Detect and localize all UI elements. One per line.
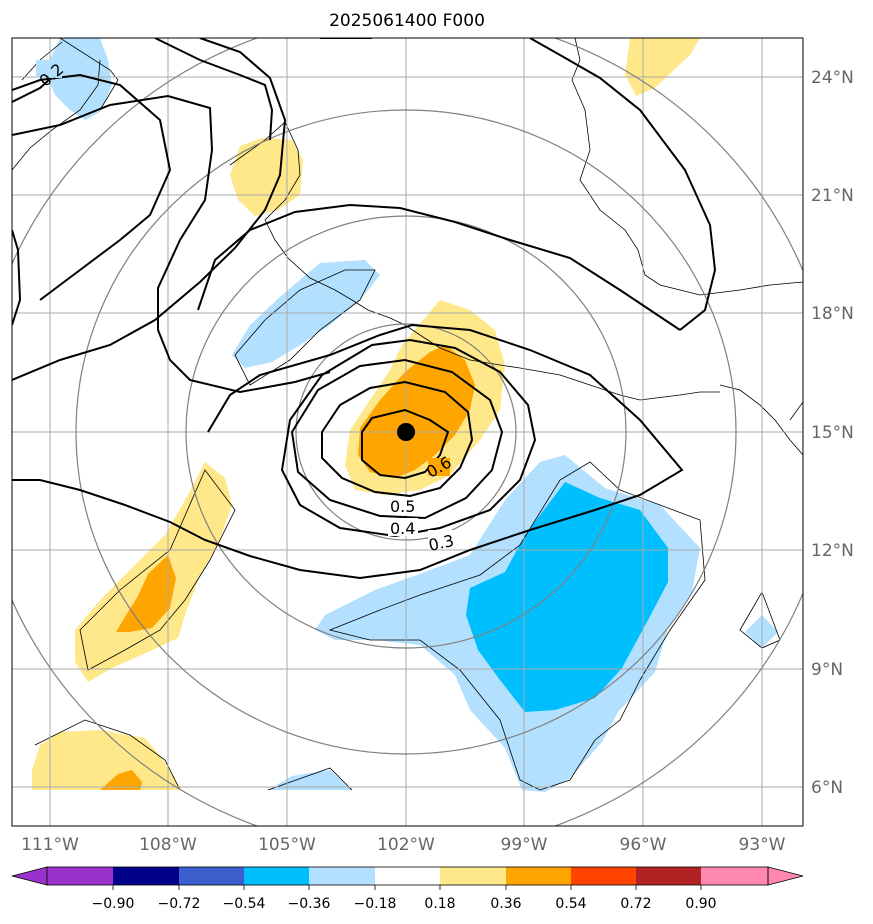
- contour-lines: [12, 38, 717, 580]
- lon-label-99W: 99°W: [501, 835, 548, 855]
- contour-0.2: [12, 323, 684, 580]
- contour-0.5: [321, 380, 474, 498]
- colorbar-bin-7: [440, 867, 506, 885]
- colorbar-bin-10: [636, 867, 701, 885]
- neg-shade-upper-center: [232, 260, 380, 368]
- range-ring-1: [295, 323, 517, 541]
- lon-label-96W: 96°W: [620, 835, 667, 855]
- contour-label-0.3: 0.3: [427, 531, 456, 555]
- contour-label-0.4: 0.4: [390, 519, 415, 538]
- colorbar-tick-label-10: 0.90: [685, 896, 716, 912]
- colorbar-tick-label-6: 0.18: [424, 896, 455, 912]
- lat-axis: 24°N 21°N 18°N 15°N 12°N 9°N 6°N: [811, 68, 854, 798]
- contour-0.6: [361, 408, 450, 480]
- colorbar-tick-label-2: −0.72: [158, 896, 201, 912]
- storm-center-marker: [397, 423, 415, 441]
- lat-label-9N: 9°N: [811, 660, 843, 680]
- colorbar-frame: [46, 866, 769, 886]
- map-area: 0.6 0.5 0.4 0.3 0.2: [12, 38, 803, 826]
- range-ring-2: [185, 215, 627, 649]
- colorbar-tick-label-7: 0.36: [490, 896, 521, 912]
- colorbar-extend-low: [11, 866, 48, 886]
- colorbar-bin-4: [244, 867, 309, 885]
- map-frame: [11, 37, 804, 827]
- colorbar-tick-label-8: 0.54: [555, 896, 586, 912]
- pos-core-west: [116, 555, 176, 632]
- contour-outline-southwest: [34, 719, 181, 791]
- lon-label-105W: 105°W: [258, 835, 316, 855]
- colorbar-bin-1: [47, 867, 113, 885]
- lat-label-21N: 21°N: [811, 186, 854, 206]
- contour-0.3: [280, 338, 537, 538]
- colorbar-tick-label-1: −0.90: [92, 896, 135, 912]
- lon-label-93W: 93°W: [739, 835, 786, 855]
- colorbar-bin-3: [179, 867, 244, 885]
- map-title: 2025061400 F000: [329, 11, 485, 31]
- colorbar-tick-label-9: 0.72: [620, 896, 651, 912]
- lat-label-18N: 18°N: [811, 304, 854, 324]
- lon-label-108W: 108°W: [139, 835, 197, 855]
- lon-axis: 111°W 108°W 105°W 102°W 99°W 96°W 93°W: [21, 835, 786, 855]
- pos-core-central: [358, 345, 475, 478]
- contour-label-0.5: 0.5: [390, 497, 415, 516]
- contour-outline-south: [267, 767, 353, 791]
- colorbar-ticks: [112, 885, 702, 890]
- lon-label-111W: 111°W: [21, 835, 79, 855]
- lon-label-102W: 102°W: [377, 835, 435, 855]
- colorbar-bin-11: [701, 867, 768, 885]
- colorbar-bin-5: [309, 867, 375, 885]
- contour-outline-west: [79, 469, 236, 671]
- range-ring-3: [75, 109, 737, 755]
- coastline-gulf: [571, 38, 803, 296]
- pos-shade-north-central: [230, 138, 303, 216]
- lat-label-24N: 24°N: [811, 68, 854, 88]
- neg-shade-northwest: [45, 38, 112, 120]
- colorbar-bin-8: [506, 867, 571, 885]
- colorbar-bin-6: [375, 867, 440, 885]
- lat-label-15N: 15°N: [811, 423, 854, 443]
- colorbar-extend-high: [767, 866, 804, 886]
- neg-shade-south-center: [268, 770, 352, 790]
- lat-label-6N: 6°N: [811, 778, 843, 798]
- contour-upper-ridge: [12, 94, 331, 394]
- contour-center-ridge: [197, 203, 681, 331]
- coastline-central-america: [719, 384, 803, 456]
- neg-core-southeast: [466, 482, 668, 712]
- contour-outline-southeast: [328, 461, 706, 791]
- range-rings: [12, 38, 803, 826]
- lat-label-12N: 12°N: [811, 541, 854, 561]
- colorbar-bin-2: [113, 867, 179, 885]
- colorbar-tick-label-5: −0.18: [354, 896, 397, 912]
- contour-west-edge: [12, 229, 22, 326]
- pos-core-southwest: [100, 770, 142, 790]
- colorbar-tick-label-3: −0.54: [223, 896, 266, 912]
- colorbar-bin-9: [571, 867, 636, 885]
- contour-gulf-ridge: [529, 38, 717, 331]
- colorbar-tick-label-4: −0.36: [288, 896, 331, 912]
- colorbar: −0.90 −0.72 −0.54 −0.36 −0.18 0.18 0.36 …: [11, 866, 804, 912]
- contour-0.4: [290, 358, 504, 520]
